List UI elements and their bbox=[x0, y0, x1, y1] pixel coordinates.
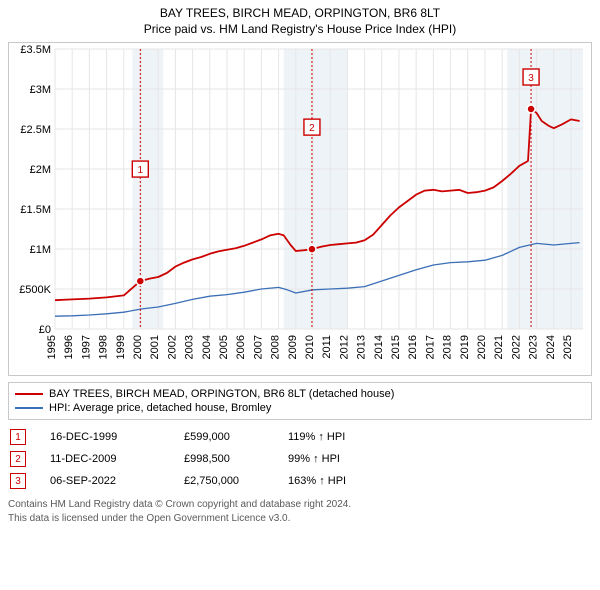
svg-text:1997: 1997 bbox=[80, 335, 92, 359]
sale-price: £998,500 bbox=[184, 453, 264, 465]
sale-date: 11-DEC-2009 bbox=[50, 453, 160, 465]
sales-table: 1 16-DEC-1999 £599,000 119% ↑ HPI 2 11-DEC-20… bbox=[8, 426, 592, 492]
chart-subtitle: Price paid vs. HM Land Registry's House … bbox=[8, 22, 592, 36]
svg-text:2025: 2025 bbox=[562, 335, 574, 359]
svg-text:£2M: £2M bbox=[30, 164, 51, 176]
legend: BAY TREES, BIRCH MEAD, ORPINGTON, BR6 8L… bbox=[8, 382, 592, 420]
sale-badge: 1 bbox=[10, 429, 26, 445]
legend-swatch bbox=[15, 407, 43, 409]
legend-item: BAY TREES, BIRCH MEAD, ORPINGTON, BR6 8L… bbox=[15, 387, 585, 401]
svg-text:2022: 2022 bbox=[510, 335, 522, 359]
legend-swatch bbox=[15, 393, 43, 395]
sale-hpi: 163% ↑ HPI bbox=[288, 475, 378, 487]
legend-item: HPI: Average price, detached house, Brom… bbox=[15, 401, 585, 415]
svg-text:2006: 2006 bbox=[235, 335, 247, 359]
svg-text:2011: 2011 bbox=[321, 335, 333, 359]
svg-text:£0: £0 bbox=[39, 324, 51, 336]
svg-text:2002: 2002 bbox=[166, 335, 178, 359]
svg-text:2021: 2021 bbox=[493, 335, 505, 359]
svg-text:£2.5M: £2.5M bbox=[20, 124, 51, 136]
footer-line-1: Contains HM Land Registry data © Crown c… bbox=[8, 498, 592, 512]
svg-text:2003: 2003 bbox=[184, 335, 196, 359]
svg-text:2024: 2024 bbox=[545, 335, 557, 359]
svg-text:3: 3 bbox=[528, 73, 534, 84]
svg-text:£3M: £3M bbox=[30, 84, 51, 96]
sale-badge: 3 bbox=[10, 473, 26, 489]
sale-row: 2 11-DEC-2009 £998,500 99% ↑ HPI bbox=[8, 448, 592, 470]
svg-text:2015: 2015 bbox=[390, 335, 402, 359]
svg-text:1: 1 bbox=[138, 165, 144, 176]
svg-text:2000: 2000 bbox=[132, 335, 144, 359]
sale-badge: 2 bbox=[10, 451, 26, 467]
svg-text:2005: 2005 bbox=[218, 335, 230, 359]
footer-line-2: This data is licensed under the Open Gov… bbox=[8, 512, 592, 526]
svg-text:1996: 1996 bbox=[63, 335, 75, 359]
svg-text:2023: 2023 bbox=[528, 335, 540, 359]
svg-text:2010: 2010 bbox=[304, 335, 316, 359]
svg-text:£500K: £500K bbox=[19, 284, 51, 296]
svg-text:2001: 2001 bbox=[149, 335, 161, 359]
sale-row: 1 16-DEC-1999 £599,000 119% ↑ HPI bbox=[8, 426, 592, 448]
sale-hpi: 99% ↑ HPI bbox=[288, 453, 378, 465]
svg-text:2020: 2020 bbox=[476, 335, 488, 359]
svg-text:£1.5M: £1.5M bbox=[20, 204, 51, 216]
chart-svg: £0 £500K £1M £1.5M £2M £2.5M £3M £3.5M 1995 1996 1… bbox=[9, 43, 591, 375]
sale-price: £2,750,000 bbox=[184, 475, 264, 487]
svg-text:2007: 2007 bbox=[252, 335, 264, 359]
legend-label: HPI: Average price, detached house, Brom… bbox=[49, 402, 271, 414]
svg-text:2019: 2019 bbox=[459, 335, 471, 359]
svg-text:1998: 1998 bbox=[98, 335, 110, 359]
sale-hpi: 119% ↑ HPI bbox=[288, 431, 378, 443]
svg-text:2018: 2018 bbox=[442, 335, 454, 359]
legend-label: BAY TREES, BIRCH MEAD, ORPINGTON, BR6 8L… bbox=[49, 388, 394, 400]
sale-price: £599,000 bbox=[184, 431, 264, 443]
sale-row: 3 06-SEP-2022 £2,750,000 163% ↑ HPI bbox=[8, 470, 592, 492]
svg-text:2014: 2014 bbox=[373, 335, 385, 359]
chart-container: BAY TREES, BIRCH MEAD, ORPINGTON, BR6 8L… bbox=[0, 0, 600, 533]
sale-date: 06-SEP-2022 bbox=[50, 475, 160, 487]
svg-text:1995: 1995 bbox=[46, 335, 58, 359]
svg-text:2016: 2016 bbox=[407, 335, 419, 359]
svg-text:2004: 2004 bbox=[201, 335, 213, 359]
chart-plot-area: £0 £500K £1M £1.5M £2M £2.5M £3M £3.5M 1995 1996 1… bbox=[8, 42, 592, 376]
svg-text:2009: 2009 bbox=[287, 335, 299, 359]
svg-text:2013: 2013 bbox=[356, 335, 368, 359]
svg-text:1999: 1999 bbox=[115, 335, 127, 359]
svg-text:2: 2 bbox=[309, 123, 315, 134]
svg-text:2012: 2012 bbox=[338, 335, 350, 359]
chart-title: BAY TREES, BIRCH MEAD, ORPINGTON, BR6 8L… bbox=[8, 6, 592, 20]
svg-text:£1M: £1M bbox=[30, 244, 51, 256]
svg-text:£3.5M: £3.5M bbox=[20, 44, 51, 56]
footer-attribution: Contains HM Land Registry data © Crown c… bbox=[8, 498, 592, 525]
svg-text:2017: 2017 bbox=[424, 335, 436, 359]
sale-date: 16-DEC-1999 bbox=[50, 431, 160, 443]
svg-text:2008: 2008 bbox=[270, 335, 282, 359]
